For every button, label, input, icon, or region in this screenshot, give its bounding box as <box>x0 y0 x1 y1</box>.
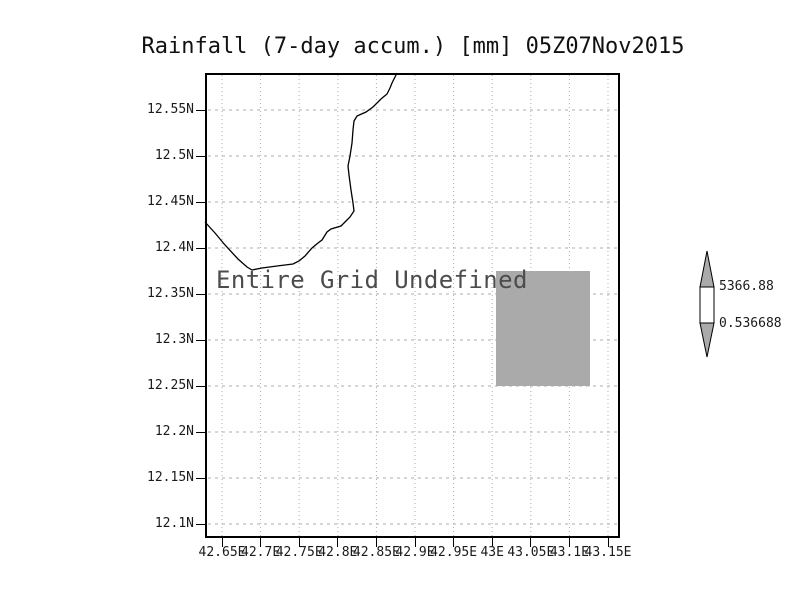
y-tick-mark <box>196 155 205 157</box>
x-tick-label: 43.1E <box>549 545 589 560</box>
x-tick-mark <box>260 538 262 547</box>
x-tick-label: 43.05E <box>507 545 555 560</box>
x-tick-mark <box>453 538 455 547</box>
x-tick-label: 42.9E <box>395 545 435 560</box>
x-tick-label: 42.75E <box>275 545 323 560</box>
y-tick-mark <box>196 109 205 111</box>
gridlines <box>208 75 618 536</box>
y-tick-label: 12.55N <box>147 102 194 117</box>
map-frame <box>205 73 620 538</box>
y-tick-mark <box>196 431 205 433</box>
plot-title: Rainfall (7-day accum.) [mm] 05Z07Nov201… <box>141 34 685 59</box>
y-tick-mark <box>196 201 205 203</box>
x-tick-label: 42.8E <box>318 545 358 560</box>
x-tick-mark <box>491 538 493 547</box>
y-tick-label: 12.1N <box>154 516 194 531</box>
y-tick-label: 12.4N <box>154 240 194 255</box>
y-tick-label: 12.2N <box>154 424 194 439</box>
colorbar-min-label: 0.536688 <box>719 316 782 331</box>
y-tick-label: 12.45N <box>147 194 194 209</box>
entire-grid-undefined-text: Entire Grid Undefined <box>216 266 528 294</box>
colorbar-bar <box>699 286 715 324</box>
x-tick-mark <box>221 538 223 547</box>
x-tick-label: 43E <box>480 545 504 560</box>
x-tick-label: 42.85E <box>352 545 400 560</box>
y-tick-mark <box>196 293 205 295</box>
x-tick-mark <box>337 538 339 547</box>
x-tick-mark <box>530 538 532 547</box>
y-tick-label: 12.15N <box>147 470 194 485</box>
y-tick-label: 12.25N <box>147 378 194 393</box>
colorbar-up-arrow <box>699 250 715 288</box>
x-tick-mark <box>375 538 377 547</box>
colorbar-down-arrow <box>699 322 715 358</box>
x-tick-mark <box>607 538 609 547</box>
x-tick-label: 42.65E <box>198 545 246 560</box>
y-tick-label: 12.35N <box>147 286 194 301</box>
y-tick-mark <box>196 247 205 249</box>
colorbar-max-label: 5366.88 <box>719 279 774 294</box>
colorbar <box>699 250 715 358</box>
x-tick-mark <box>568 538 570 547</box>
undefined-region-box <box>496 271 590 386</box>
y-tick-mark <box>196 523 205 525</box>
x-tick-label: 43.15E <box>584 545 632 560</box>
y-tick-label: 12.5N <box>154 148 194 163</box>
x-tick-label: 42.95E <box>430 545 478 560</box>
coastline <box>204 72 398 271</box>
y-tick-mark <box>196 385 205 387</box>
y-tick-mark <box>196 339 205 341</box>
x-tick-label: 42.7E <box>241 545 281 560</box>
y-tick-mark <box>196 477 205 479</box>
x-tick-mark <box>298 538 300 547</box>
y-tick-label: 12.3N <box>154 332 194 347</box>
x-tick-mark <box>414 538 416 547</box>
